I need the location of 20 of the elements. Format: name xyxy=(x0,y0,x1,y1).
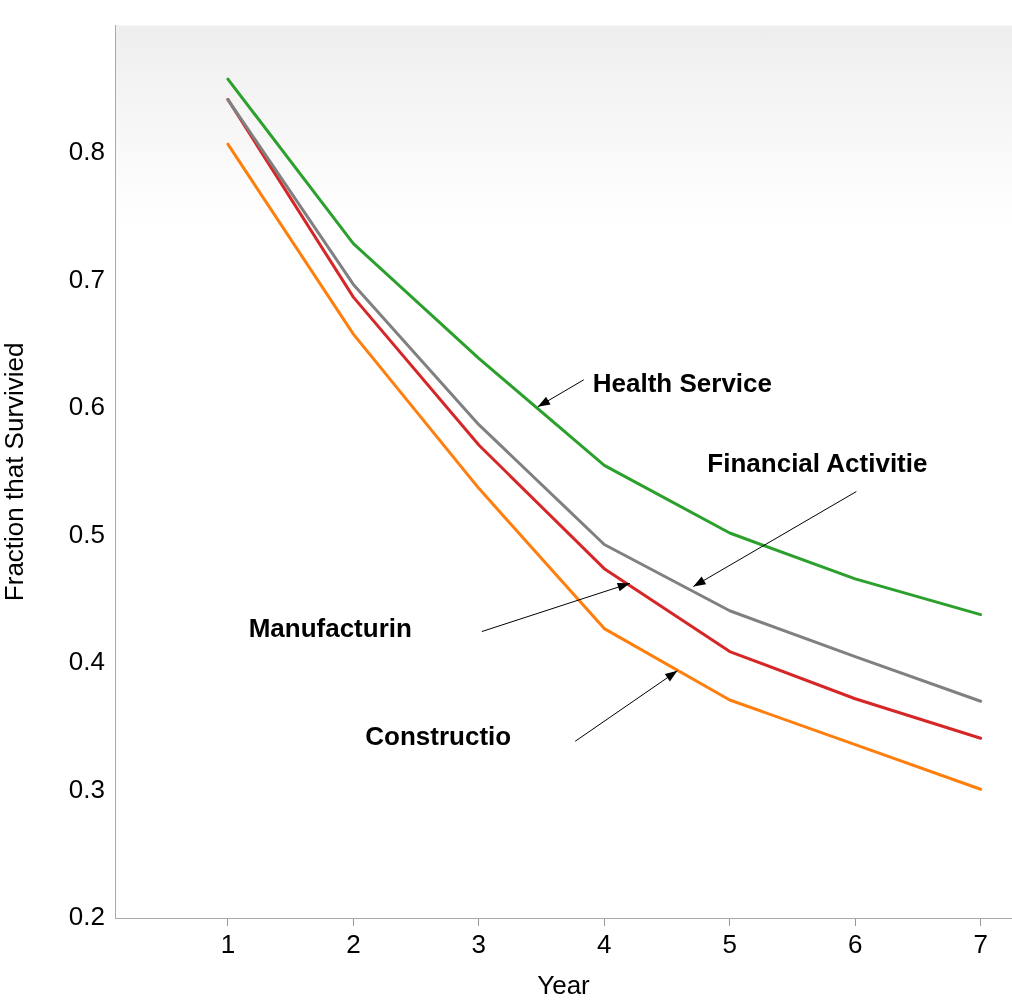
y-tick-label: 0.6 xyxy=(68,391,105,422)
x-tick-label: 6 xyxy=(847,928,863,959)
x-tick-label: 2 xyxy=(346,928,361,959)
y-tick-label: 0.5 xyxy=(68,518,105,549)
y-tick-label: 0.8 xyxy=(68,136,105,167)
x-tick-label: 4 xyxy=(597,928,612,959)
y-axis-title: Fraction that Survivied xyxy=(0,342,29,602)
y-tick-label: 0.2 xyxy=(68,901,105,932)
x-tick-label: 5 xyxy=(722,928,737,959)
x-tick-label: 1 xyxy=(220,928,236,959)
y-tick-label: 0.4 xyxy=(68,646,105,677)
x-axis-title: Year xyxy=(537,969,591,1000)
annotation: Health Service xyxy=(592,367,772,398)
x-tick-label: 3 xyxy=(471,928,487,959)
y-tick-label: 0.3 xyxy=(68,773,105,804)
x-tick-label: 7 xyxy=(973,928,988,959)
annotation: Manufacturin xyxy=(248,612,412,643)
annotation: Constructio xyxy=(365,720,512,751)
annotation: Financial Activitie xyxy=(707,447,928,478)
y-tick-label: 0.7 xyxy=(68,263,105,294)
